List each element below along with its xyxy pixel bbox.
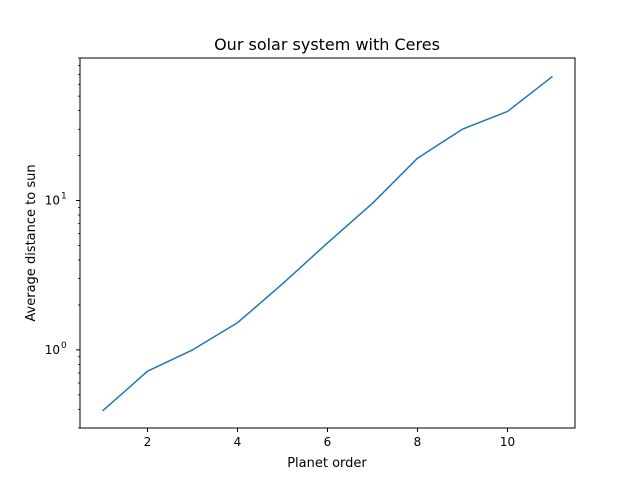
x-tick-label: 6 bbox=[324, 435, 332, 449]
y-tick-label: 10 bbox=[45, 343, 60, 357]
x-tick-label: 4 bbox=[234, 435, 242, 449]
y-tick-exponent: 1 bbox=[61, 192, 67, 202]
x-tick-label: 8 bbox=[414, 435, 422, 449]
y-axis-label: Average distance to sun bbox=[24, 164, 39, 321]
x-tick-label: 10 bbox=[500, 435, 515, 449]
plot-frame bbox=[79, 57, 576, 429]
x-axis-label: Planet order bbox=[287, 456, 367, 471]
y-tick-label: 10 bbox=[45, 194, 60, 208]
x-tick-label: 2 bbox=[144, 435, 152, 449]
chart-title: Our solar system with Ceres bbox=[214, 35, 440, 54]
y-tick-exponent: 0 bbox=[61, 341, 67, 351]
series-group bbox=[102, 75, 553, 412]
